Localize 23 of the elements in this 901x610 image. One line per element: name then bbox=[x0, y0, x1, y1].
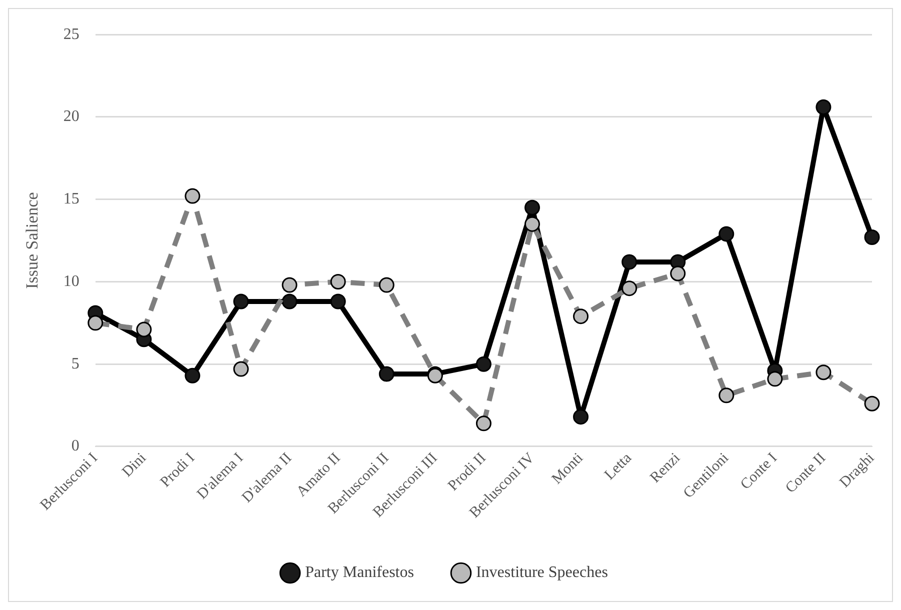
y-axis-title: Issue Salience bbox=[22, 192, 42, 289]
y-tick-label: 20 bbox=[63, 108, 80, 126]
point bbox=[233, 294, 249, 310]
y-tick-label: 5 bbox=[71, 355, 80, 372]
y-tick-label: 25 bbox=[63, 26, 80, 43]
point bbox=[718, 226, 734, 242]
point bbox=[622, 254, 638, 270]
point bbox=[816, 99, 832, 115]
point bbox=[573, 409, 589, 425]
legend-label: Party Manifestos bbox=[305, 564, 414, 582]
point bbox=[282, 294, 298, 310]
point bbox=[476, 356, 492, 372]
x-tick-label: Dini bbox=[119, 450, 150, 480]
x-tick-label: Letta bbox=[602, 450, 636, 484]
point bbox=[378, 366, 394, 382]
point bbox=[864, 229, 880, 245]
point bbox=[330, 294, 346, 310]
legend-label: Investiture Speeches bbox=[476, 564, 608, 582]
point bbox=[524, 200, 540, 216]
y-tick-label: 0 bbox=[71, 438, 80, 455]
point bbox=[184, 368, 200, 384]
y-tick-label: 10 bbox=[63, 272, 80, 290]
y-tick-label: 15 bbox=[63, 190, 80, 208]
